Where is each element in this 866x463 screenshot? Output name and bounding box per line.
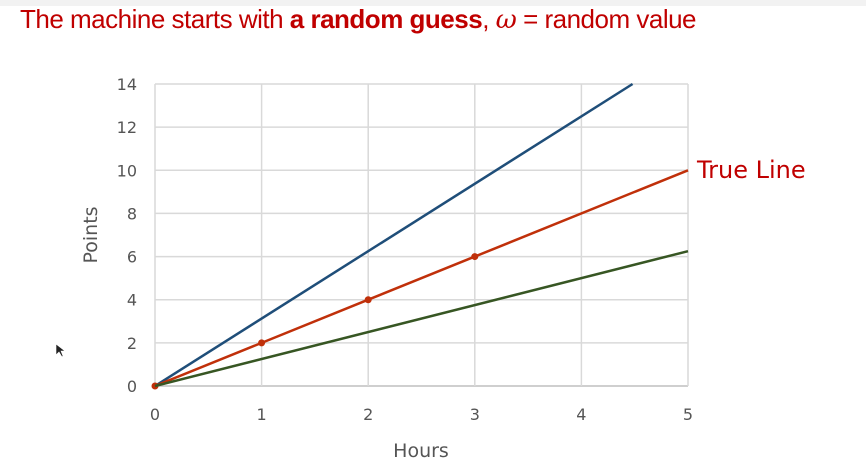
title-bold-text: a random guess [289, 4, 483, 34]
true-line-annotation: True Line [696, 156, 806, 184]
title-text: The machine starts with [20, 4, 290, 34]
x-tick-label: 2 [363, 405, 373, 424]
y-tick-label: 8 [127, 204, 137, 223]
series-line-2 [154, 249, 689, 388]
omega-symbol: ω [495, 5, 517, 35]
y-tick-label: 10 [117, 161, 137, 180]
y-tick-label: 14 [117, 75, 137, 94]
x-tick-label: 0 [150, 405, 160, 424]
title-comma: , [482, 4, 496, 34]
y-tick-label: 12 [117, 118, 137, 137]
y-tick-label: 6 [127, 248, 137, 267]
mouse-cursor-icon [55, 343, 66, 358]
title-suffix: = random value [516, 4, 697, 34]
data-point [258, 339, 266, 347]
data-point [471, 253, 479, 261]
y-tick-label: 0 [127, 377, 137, 396]
y-tick-label: 4 [127, 291, 137, 310]
x-tick-label: 3 [470, 405, 480, 424]
x-tick-label: 4 [576, 405, 586, 424]
data-point [364, 296, 372, 304]
series-line-1 [154, 169, 689, 388]
x-tick-label: 1 [257, 405, 267, 424]
x-tick-label: 5 [683, 405, 693, 424]
y-axis-label: Points [80, 206, 102, 263]
slide-title: The machine starts with a random guess, … [20, 4, 697, 35]
x-axis-label: Hours [393, 440, 449, 462]
series-line-0 [154, 82, 634, 388]
y-tick-label: 2 [127, 334, 137, 353]
series-group [151, 82, 689, 390]
slide-top-bar [0, 0, 866, 6]
grid [154, 83, 689, 387]
